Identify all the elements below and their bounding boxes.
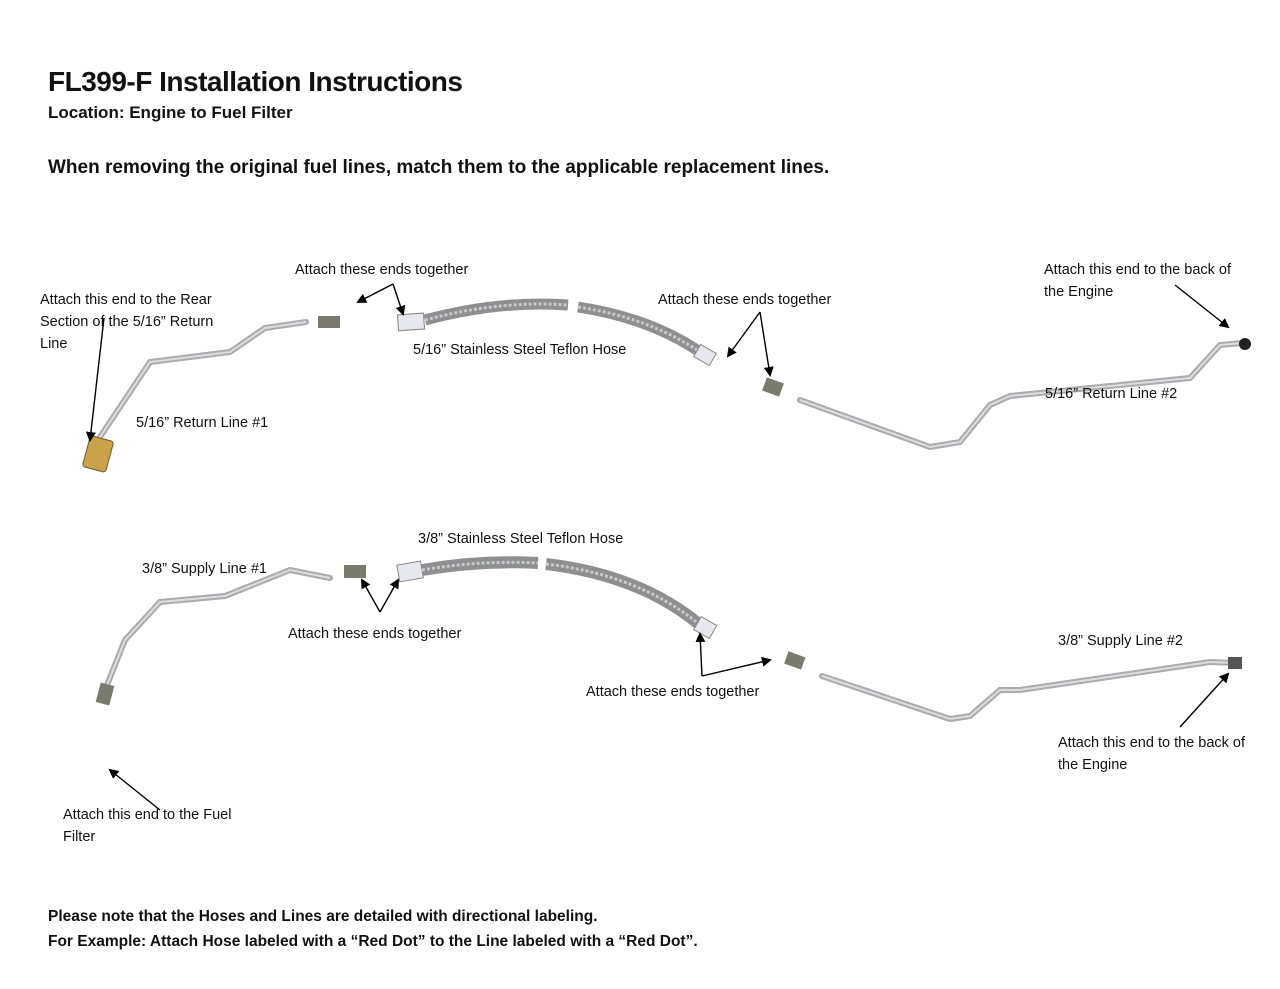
- label-line: Attach this end to the back of: [1044, 262, 1232, 278]
- arrow: [392, 283, 406, 316]
- return-line-1: [82, 316, 340, 473]
- brass-fitting: [82, 435, 114, 473]
- arrow: [701, 656, 772, 677]
- supply-line-1: [95, 565, 366, 706]
- arrow: [1174, 284, 1230, 329]
- attach-together-label: Attach these ends together: [288, 626, 462, 642]
- page-title: FL399-F Installation Instructions: [48, 66, 463, 97]
- supply-line-1-label: 3/8” Supply Line #1: [142, 561, 267, 577]
- label-line: the Engine: [1044, 284, 1114, 300]
- attach-together-label: Attach these ends together: [586, 684, 760, 700]
- supply-line-2: [784, 651, 1242, 723]
- label-line: Line: [40, 336, 68, 352]
- label-line: Attach this end to the Rear: [40, 292, 212, 308]
- arrow: [759, 311, 774, 377]
- arrow: [356, 283, 394, 303]
- label-line: Attach this end to the Fuel: [63, 807, 232, 823]
- fuel-filter-label: Attach this end to the Fuel Filter: [63, 804, 231, 848]
- return-line-2-label: 5/16” Return Line #2: [1045, 386, 1178, 402]
- arrow: [361, 578, 381, 613]
- return-hose: [396, 298, 717, 367]
- engine-label: Attach this end to the back of the Engin…: [1058, 732, 1245, 776]
- attach-together-label: Attach these ends together: [295, 262, 469, 278]
- footer-example: For Example: Attach Hose labeled with a …: [48, 933, 698, 950]
- instruction-text: When removing the original fuel lines, m…: [48, 157, 830, 178]
- return-hose-label: 5/16” Stainless Steel Teflon Hose: [413, 342, 627, 358]
- engine-label: Attach this end to the back of the Engin…: [1044, 259, 1231, 303]
- supply-hose: [396, 556, 718, 640]
- label-line: the Engine: [1058, 757, 1128, 773]
- tube-nut: [318, 316, 340, 328]
- arrow: [108, 768, 161, 811]
- callout-arrows: [85, 283, 1230, 811]
- attach-together-label: Attach these ends together: [658, 292, 832, 308]
- arrow: [379, 578, 399, 613]
- supply-hose-label: 3/8” Stainless Steel Teflon Hose: [418, 531, 624, 547]
- location-subtitle: Location: Engine to Fuel Filter: [48, 103, 293, 122]
- arrow: [85, 317, 105, 442]
- return-line-1-label: 5/16” Return Line #1: [136, 415, 269, 431]
- supply-line-2-label: 3/8” Supply Line #2: [1058, 633, 1183, 649]
- footer-note: Please note that the Hoses and Lines are…: [48, 908, 598, 925]
- arrow: [695, 632, 706, 677]
- label-line: Attach this end to the back of: [1058, 735, 1246, 751]
- arrow: [1179, 672, 1230, 728]
- rear-section-label: Attach this end to the Rear Section of t…: [40, 289, 213, 355]
- label-line: Filter: [63, 829, 96, 845]
- label-line: Section of the 5/16” Return: [40, 314, 214, 330]
- return-line-2: [762, 338, 1251, 451]
- arrow: [726, 311, 761, 358]
